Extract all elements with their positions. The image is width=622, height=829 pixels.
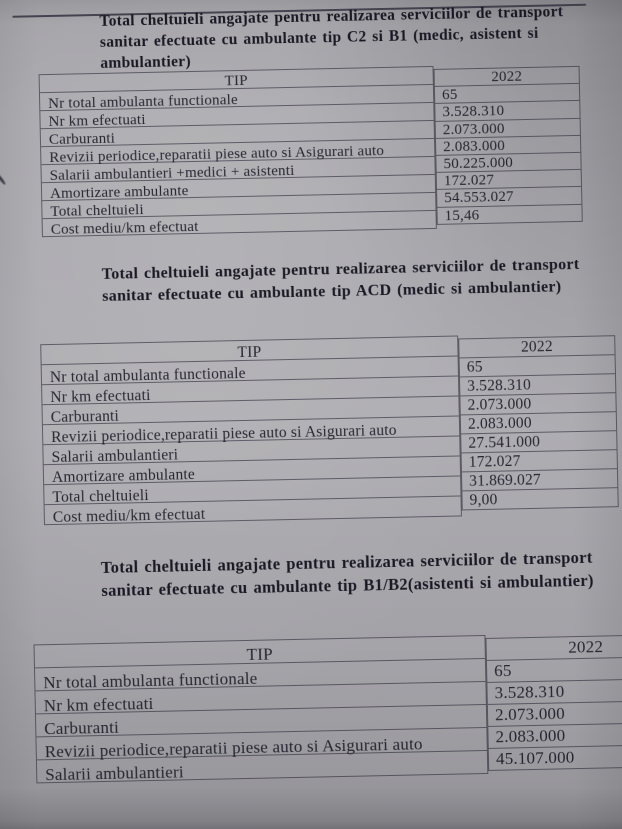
row-value-cell: 2.083.000 (488, 722, 622, 749)
row-value-cell: 45.107.000 (488, 744, 622, 771)
row-value-cell: 15,46 (437, 204, 582, 225)
row-value-cell: 9,00 (462, 488, 618, 511)
row-value-cell: 2.073.000 (487, 700, 622, 727)
table-label-column: TIP Nr total ambulanta functionale Nr km e… (38, 65, 437, 238)
table-title: Total cheltuieli angajate pentru realiza… (101, 547, 594, 602)
table-value-column: 2022 65 3.528.310 2.073.000 2.083.000 45.107.… (485, 633, 622, 771)
table-value-column: 2022 65 3.528.310 2.073.000 2.083.000 27.541.… (458, 335, 619, 511)
header-year-cell: 2022 (486, 634, 622, 661)
table-value-column: 2022 65 3.528.310 2.073.000 2.083.000 50.225.… (433, 65, 583, 225)
table-label-column: TIP Nr total ambulanta functionale Nr km e… (40, 335, 462, 526)
table-title: Total cheltuieli angajate pentru realiza… (99, 1, 564, 74)
row-value-cell: 65 (486, 656, 622, 683)
row-value-cell: 3.528.310 (487, 678, 622, 705)
table-title: Total cheltuieli angajate pentru realiza… (102, 254, 581, 307)
table-label-column: TIP Nr total ambulanta functionale Nr km e… (33, 634, 489, 784)
